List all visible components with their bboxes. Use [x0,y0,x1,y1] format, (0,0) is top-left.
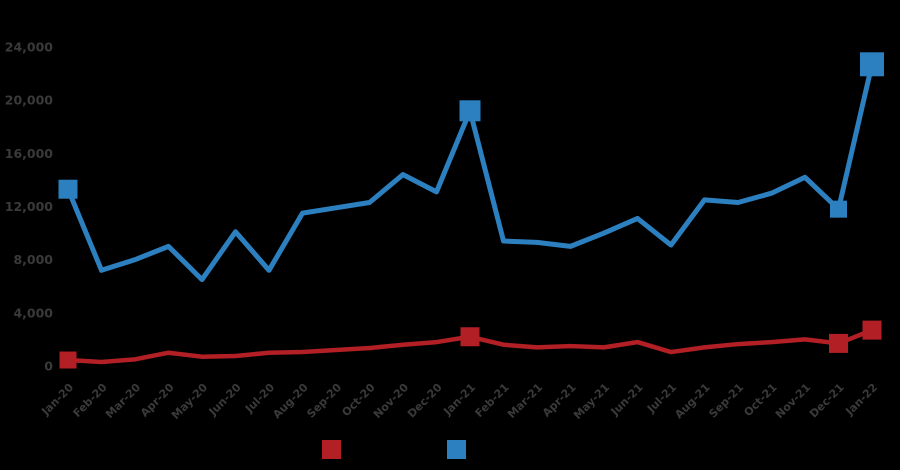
x-tick-label: Jan-20 [38,381,76,419]
legend-item-blue-series [447,440,544,459]
x-tick-label: Sep-21 [706,381,746,421]
blue-series-marker [58,179,78,199]
blue-series-marker [830,200,847,218]
blue-series-swatch [447,440,466,459]
x-tick-label: May-20 [169,381,210,422]
x-tick-label: Jun-20 [206,381,244,419]
red-series-marker [829,333,848,353]
blue-series-marker [459,100,481,122]
x-tick-label: Mar-20 [103,381,143,421]
x-tick-label: Sep-20 [304,381,344,421]
x-tick-label: May-21 [571,381,612,422]
legend-item-red-series [322,440,419,459]
x-tick-label: Aug-20 [270,381,311,422]
y-tick-label: 4,000 [13,305,53,320]
y-tick-label: 0 [44,359,53,374]
y-tick-label: 20,000 [5,93,54,108]
x-tick-label: Feb-21 [473,381,512,420]
x-tick-label: Nov-20 [371,381,411,421]
x-tick-label: Dec-21 [807,381,847,421]
x-tick-label: Feb-20 [71,381,110,420]
y-tick-label: 24,000 [5,40,54,55]
red-series-marker [460,327,480,347]
y-tick-label: 16,000 [5,146,54,161]
y-tick-label: 12,000 [5,199,54,214]
blue-series-line [65,61,875,283]
red-series-marker [59,351,77,369]
x-tick-label: Jun-21 [608,381,646,419]
x-tick-label: Jan-21 [440,381,478,419]
y-axis-labels: 0 4,000 8,000 12,000 16,000 20,000 24,000 [5,40,54,374]
x-tick-label: Nov-21 [773,381,813,421]
x-tick-label: Aug-21 [672,381,712,421]
red-series-marker [862,320,882,340]
red-series-swatch [322,440,341,459]
y-tick-label: 8,000 [13,252,53,267]
blue-series-marker [860,52,884,77]
x-tick-label: Dec-20 [405,381,445,421]
chart-legend [0,440,900,462]
x-tick-label: Jan-22 [842,381,880,419]
x-tick-label: Mar-21 [505,381,545,421]
